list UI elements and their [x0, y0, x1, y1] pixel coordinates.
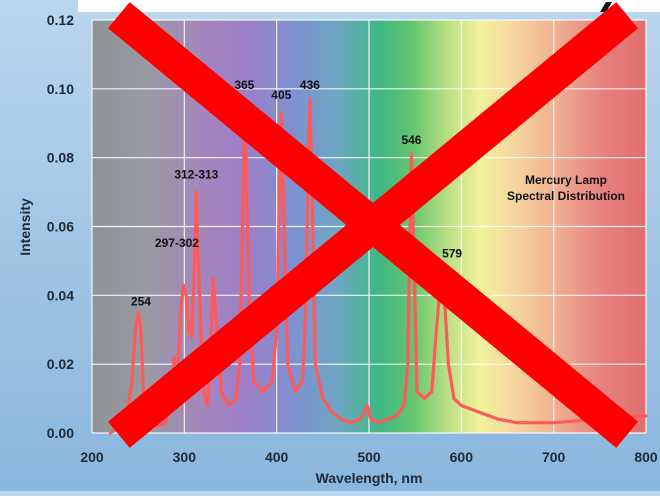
y-axis-label: Intensity: [17, 198, 33, 256]
peak-label: 405: [271, 88, 291, 102]
x-tick-label: 800: [634, 449, 658, 465]
x-tick-label: 400: [265, 449, 289, 465]
peak-labels: 254 297-302 312-313 365 405 436 546 579: [131, 78, 463, 309]
x-tick-label: 600: [450, 449, 474, 465]
y-tick-label: 0.06: [47, 219, 74, 235]
y-tick-label: 0.04: [47, 287, 74, 303]
top-banner-glyph: [600, 2, 612, 12]
peak-label: 546: [401, 133, 421, 147]
x-tick-label: 200: [80, 449, 104, 465]
annotation-line-2: Spectral Distribution: [507, 189, 625, 203]
red-x-overlay: [108, 2, 638, 448]
x-tick-label: 300: [173, 449, 197, 465]
peak-label: 436: [300, 78, 320, 92]
peak-label: 312-313: [174, 167, 218, 181]
x-tick-label: 500: [357, 449, 381, 465]
top-banner: [78, 0, 660, 12]
peak-label: 297-302: [155, 236, 199, 250]
y-tick-label: 0.12: [47, 12, 74, 28]
y-tick-label: 0.10: [47, 81, 74, 97]
x-tick-label: 700: [542, 449, 566, 465]
y-tick-label: 0.00: [47, 425, 74, 441]
axes: 200 300 400 500 600 700 800 0.00 0.02 0.04 0.06 0.0…: [47, 12, 658, 465]
peak-label: 365: [234, 78, 254, 92]
peak-label: 579: [442, 246, 462, 260]
red-x-stroke-2: [108, 2, 638, 448]
annotation-line-1: Mercury Lamp: [525, 173, 607, 187]
y-tick-label: 0.02: [47, 356, 74, 372]
peak-label: 254: [131, 295, 151, 309]
y-tick-label: 0.08: [47, 150, 74, 166]
x-axis-label: Wavelength, nm: [316, 470, 423, 486]
